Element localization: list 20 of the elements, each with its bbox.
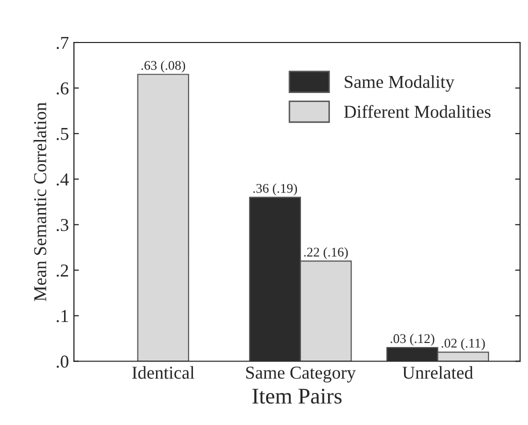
y-tick-label: .3 — [56, 218, 68, 232]
data-label: .63 (.08) — [141, 60, 186, 73]
legend-label: Same Modality — [344, 75, 454, 92]
y-tick-label: .4 — [56, 173, 69, 186]
x-tick-label: Same Category — [246, 366, 356, 382]
y-tick-label: .7 — [56, 36, 69, 50]
data-label: .22 (.16) — [304, 247, 348, 260]
y-tick-label: .5 — [56, 128, 68, 140]
x-tick-label: Identical — [132, 366, 194, 379]
x-tick-label: Unrelated — [402, 366, 474, 379]
y-tick-label: .1 — [56, 310, 68, 322]
x-axis-title: Item Pairs — [252, 388, 342, 404]
legend-label: Different Modalities — [344, 104, 491, 118]
data-label: .03 (.12) — [390, 334, 434, 346]
y-tick-label: .6 — [56, 82, 69, 95]
data-label: .36 (.19) — [253, 184, 297, 196]
y-tick-label: .2 — [56, 264, 68, 277]
y-axis-title: Mean Semantic Correlation — [34, 102, 46, 302]
data-label: .02 (.11) — [442, 338, 485, 350]
y-tick-label: .0 — [56, 356, 68, 368]
